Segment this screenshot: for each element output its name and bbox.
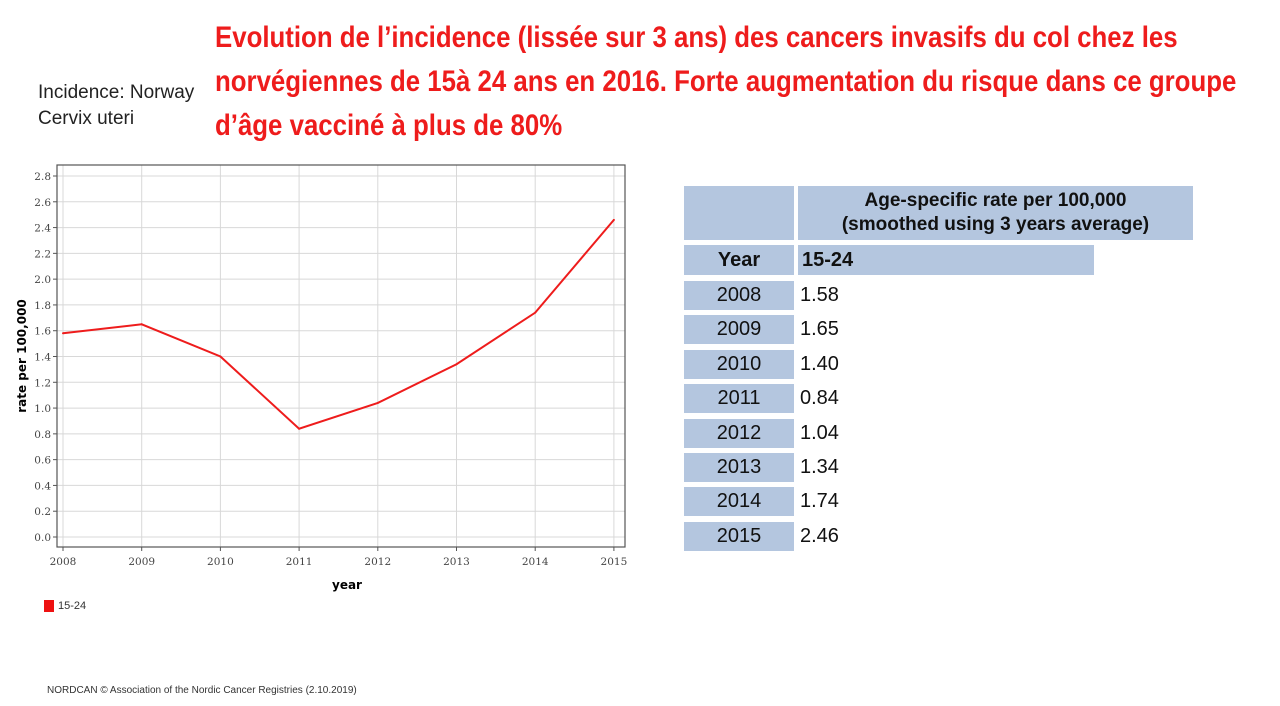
table-row-value: 1.74 [800, 490, 839, 513]
y-axis-label: rate per 100,000 [15, 299, 29, 413]
y-tick-label: 2.4 [34, 223, 51, 235]
slide-title: Evolution de l’incidence (lissée sur 3 a… [215, 21, 1237, 142]
col-header-year: Year [684, 245, 794, 275]
table-row-value: 1.58 [800, 284, 839, 306]
table-row-value: 2.46 [800, 524, 839, 547]
y-tick-label: 1.4 [34, 352, 51, 364]
y-tick-label: 1.8 [34, 300, 51, 312]
y-tick-label: 2.6 [34, 197, 51, 209]
subtitle-site: Cervix uteri [38, 108, 135, 129]
table-row-year: 2008 [684, 281, 794, 310]
y-tick-label: 0.4 [34, 480, 51, 492]
legend: 15-24 [44, 600, 86, 612]
table-row-year: 2015 [684, 521, 794, 551]
table-row-year: 2009 [684, 315, 794, 345]
x-tick-label: 2008 [50, 556, 77, 568]
table-row-year: 2010 [684, 349, 794, 379]
x-tick-label: 2012 [364, 556, 391, 568]
table-header: Age-specific rate per 100,000 (smoothed … [798, 186, 1193, 240]
legend-swatch [44, 600, 54, 612]
y-tick-label: 2.0 [34, 274, 51, 286]
x-tick-label: 2014 [522, 556, 549, 568]
y-tick-label: 1.0 [34, 403, 51, 415]
table-row-year: 2014 [684, 487, 794, 517]
x-axis-label: year [332, 578, 362, 592]
y-tick-label: 1.2 [34, 377, 51, 389]
y-tick-label: 2.2 [34, 248, 51, 260]
y-tick-label: 0.0 [34, 532, 51, 544]
table-corner-cell [684, 186, 794, 240]
table-row-year: 2012 [684, 418, 794, 448]
table-header-line1: Age-specific rate per 100,000 [864, 190, 1127, 211]
line-chart: 0.0 0.2 0.4 0.6 0.8 1.0 1.2 1.4 1.6 1.8 2.0 2.2 2.4 2… [15, 164, 628, 592]
legend-label: 15-24 [58, 600, 87, 612]
table-header-line2: (smoothed using 3 years average) [841, 214, 1150, 235]
footer-credit: NORDCAN © Association of the Nordic Canc… [47, 685, 357, 696]
series-line-15-24 [62, 219, 615, 430]
x-tick-label: 2009 [128, 556, 155, 568]
table-row-value: 1.04 [800, 421, 839, 444]
table-row-value: 1.40 [800, 352, 839, 375]
x-tick-label: 2015 [601, 556, 628, 568]
table-row-year: 2011 [684, 384, 794, 414]
y-tick-label: 2.8 [34, 171, 51, 183]
table-row-year: 2013 [684, 453, 794, 482]
x-tick-label: 2010 [207, 556, 234, 568]
y-tick-label: 0.8 [34, 429, 51, 441]
chart-subtitle: Incidence: Norway Cervix uteri [38, 80, 194, 132]
y-tick-label: 0.6 [34, 455, 51, 467]
subtitle-country: Incidence: Norway [38, 82, 195, 103]
x-tick-label: 2011 [286, 556, 313, 568]
table-row-value: 1.34 [800, 456, 839, 478]
col-header-age: 15-24 [798, 245, 1094, 275]
table-row-value: 0.84 [800, 387, 839, 410]
table-row-value: 1.65 [800, 318, 839, 341]
x-tick-label: 2013 [443, 556, 470, 568]
y-tick-label: 0.2 [34, 506, 51, 518]
y-tick-label: 1.6 [34, 326, 51, 338]
